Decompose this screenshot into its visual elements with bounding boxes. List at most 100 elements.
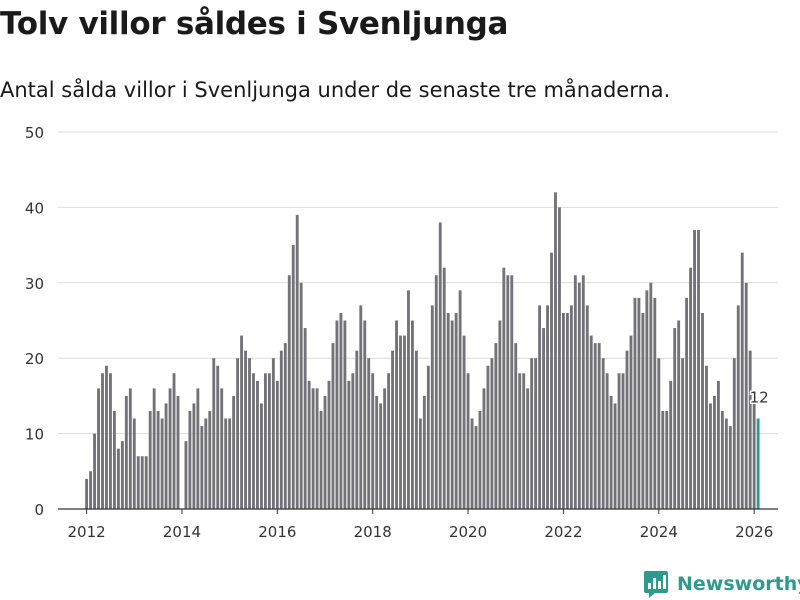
bar (287, 275, 291, 509)
bar-latest (756, 418, 760, 509)
bar (152, 388, 156, 509)
bar (295, 214, 299, 509)
bar (486, 365, 490, 509)
bar (256, 380, 259, 509)
bar (470, 418, 474, 509)
x-tick-label: 2020 (449, 523, 487, 541)
bar (184, 441, 188, 509)
y-axis-ticks: 0 10 20 30 40 50 (25, 124, 44, 519)
bar (605, 373, 609, 509)
bar (371, 373, 375, 509)
bar (208, 410, 212, 509)
bar (474, 426, 478, 509)
bar (728, 426, 732, 509)
bar (430, 305, 434, 509)
bar (275, 380, 279, 509)
bar (442, 267, 446, 509)
x-tick-label: 2012 (68, 523, 106, 541)
bar (260, 403, 263, 509)
bar (307, 380, 311, 509)
bar (482, 388, 486, 509)
bar (665, 410, 669, 509)
bar (518, 373, 522, 509)
bar (331, 343, 335, 509)
bar (140, 456, 144, 509)
bar (645, 290, 649, 509)
bar (629, 335, 633, 509)
bar (327, 380, 331, 509)
bar (677, 320, 681, 509)
bar (589, 335, 593, 509)
bar (542, 328, 545, 509)
bar (148, 410, 152, 509)
bar (673, 328, 677, 509)
bar (156, 410, 160, 509)
bar (196, 388, 200, 509)
newsworthy-brand[interactable]: Newsworthy (643, 568, 800, 600)
bar (526, 388, 530, 509)
bar (716, 380, 720, 509)
bar (136, 456, 140, 509)
bar (323, 395, 327, 509)
bar (124, 395, 128, 509)
bar (458, 290, 462, 509)
bar (466, 373, 470, 509)
bar (740, 252, 744, 509)
bar (621, 373, 625, 509)
bar (530, 358, 534, 509)
bar (395, 320, 398, 509)
bar (85, 478, 89, 509)
bar (391, 350, 394, 509)
bar (367, 358, 371, 509)
bar (283, 343, 287, 509)
bar (736, 305, 740, 509)
bar (291, 245, 295, 509)
bar (633, 297, 637, 509)
bar (375, 395, 379, 509)
bar (192, 403, 196, 509)
bar (319, 410, 323, 509)
bar (510, 275, 514, 509)
bar (490, 358, 494, 509)
bars: 12 (85, 192, 770, 510)
bar (335, 320, 339, 509)
chart-subtitle: Antal sålda villor i Svenljunga under de… (0, 78, 671, 102)
bar (132, 418, 136, 509)
bar (97, 388, 100, 509)
x-tick-label: 2014 (163, 523, 201, 541)
bar (299, 282, 303, 509)
bar (689, 267, 693, 509)
bar (597, 343, 601, 509)
bar (514, 343, 518, 509)
bar (359, 305, 363, 509)
bar (216, 365, 220, 509)
bar (339, 312, 343, 509)
bar (669, 380, 673, 509)
bar (641, 312, 645, 509)
bar (168, 388, 172, 509)
bar (279, 350, 283, 509)
y-tick-label: 40 (25, 199, 44, 217)
bar (160, 418, 164, 509)
bar (744, 282, 748, 509)
bar (112, 410, 116, 509)
bar (204, 418, 208, 509)
bar (613, 403, 617, 509)
bar (434, 275, 438, 509)
bar (303, 328, 307, 509)
bar (228, 418, 232, 509)
bar (128, 388, 132, 509)
y-tick-label: 30 (25, 275, 44, 293)
bar (637, 297, 641, 509)
bar (343, 320, 347, 509)
bar (657, 358, 661, 509)
bar (712, 395, 716, 509)
bar (418, 418, 422, 509)
bar (263, 373, 267, 509)
bar (315, 388, 319, 509)
bar (116, 448, 120, 509)
bar (188, 410, 192, 509)
bar (438, 222, 442, 510)
bar (506, 275, 510, 509)
bar (414, 350, 418, 509)
